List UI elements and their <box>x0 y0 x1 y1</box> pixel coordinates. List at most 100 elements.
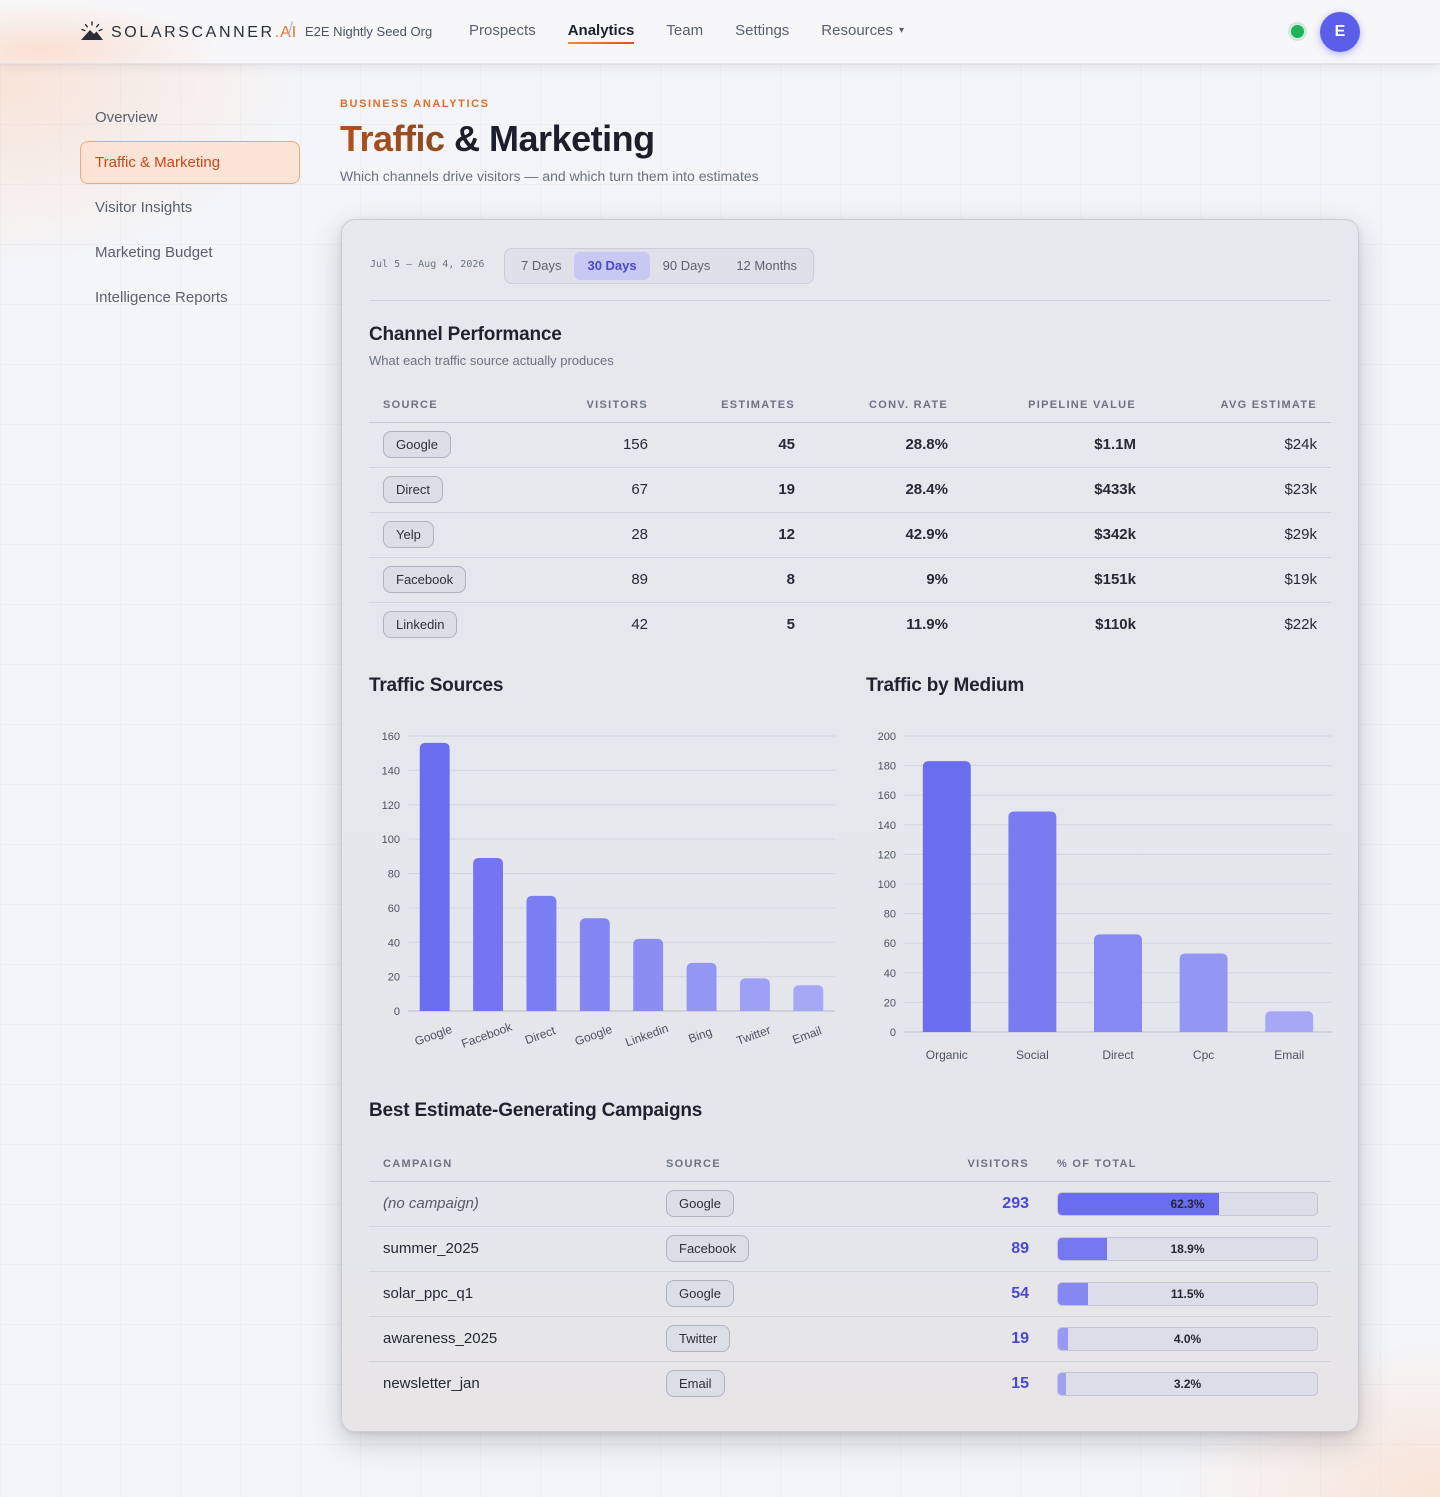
bar[interactable] <box>1008 811 1057 1032</box>
column-header[interactable]: % OF TOTAL <box>1043 1147 1331 1182</box>
main-nav: Prospects Analytics Team Settings Resour… <box>469 22 904 44</box>
source-chip: Google <box>666 1190 734 1217</box>
sidebar-item-overview[interactable]: Overview <box>95 109 158 126</box>
visitors-count: 89 <box>1011 1239 1029 1257</box>
nav-settings[interactable]: Settings <box>735 22 790 39</box>
bar[interactable] <box>579 918 610 1011</box>
nav-prospects[interactable]: Prospects <box>469 22 536 39</box>
x-tick-label: Bing <box>687 1025 714 1046</box>
range-tab-7-days[interactable]: 7 Days <box>521 258 562 273</box>
percent-label: 11.5% <box>1170 1286 1205 1301</box>
column-header[interactable]: SOURCE <box>369 388 549 423</box>
percent-label: 3.2% <box>1173 1376 1202 1391</box>
range-tab-90-days[interactable]: 90 Days <box>662 258 711 273</box>
avg-estimate-cell: $29k <box>1150 512 1331 558</box>
table-row[interactable]: Direct 67 19 28.4% $433k $23k <box>369 467 1331 513</box>
nav-resources[interactable]: Resources ▾ <box>821 22 904 39</box>
y-tick-label: 160 <box>382 731 400 743</box>
y-tick-label: 80 <box>388 869 400 881</box>
table-row[interactable]: awareness_2025 Twitter 19 4.0% <box>369 1316 1331 1362</box>
estimates-cell: 8 <box>662 557 809 603</box>
column-header[interactable]: CAMPAIGN <box>369 1147 652 1182</box>
channel-performance-subtitle: What each traffic source actually produc… <box>369 353 614 368</box>
nav-resources-label: Resources <box>821 22 893 39</box>
bar[interactable] <box>739 978 770 1011</box>
bar[interactable] <box>1179 953 1228 1032</box>
source-chip: Linkedin <box>383 611 458 639</box>
table-row[interactable]: Google 156 45 28.8% $1.1M $24k <box>369 422 1331 468</box>
table-row[interactable]: Facebook 89 8 9% $151k $19k <box>369 557 1331 603</box>
brand-name: SOLARSCANNER.AI <box>111 23 298 41</box>
table-row[interactable]: (no campaign) Google 293 62.3% <box>369 1181 1331 1227</box>
analytics-card: Jul 5 – Aug 4, 2026 7 Days 30 Days 90 Da… <box>341 219 1359 1432</box>
conversion-rate-cell: 9% <box>809 557 962 603</box>
visitors-cell: 28 <box>549 512 662 558</box>
column-header[interactable]: AVG ESTIMATE <box>1150 388 1331 423</box>
percent-bar-fill <box>1058 1282 1088 1305</box>
nav-analytics[interactable]: Analytics <box>567 22 635 44</box>
column-header[interactable]: SOURCE <box>652 1147 902 1182</box>
percent-bar-fill <box>1058 1327 1069 1350</box>
y-tick-label: 120 <box>878 849 896 861</box>
org-name[interactable]: E2E Nightly Seed Org <box>305 24 433 39</box>
user-avatar[interactable]: E <box>1320 12 1360 52</box>
estimates-cell: 45 <box>662 422 809 468</box>
visitors-cell: 67 <box>549 467 662 513</box>
nav-team[interactable]: Team <box>666 22 704 39</box>
table-row[interactable]: solar_ppc_q1 Google 54 11.5% <box>369 1271 1331 1317</box>
bar[interactable] <box>419 742 450 1011</box>
column-header[interactable]: PIPELINE VALUE <box>962 388 1150 423</box>
brand-logo[interactable]: SOLARSCANNER.AI <box>80 20 297 42</box>
x-tick-label: Email <box>790 1024 823 1047</box>
pipeline-value-cell: $151k <box>962 557 1150 603</box>
sidebar-item-visitor-insights[interactable]: Visitor Insights <box>95 199 193 216</box>
column-header[interactable]: VISITORS <box>902 1147 1043 1182</box>
y-tick-label: 140 <box>878 820 896 832</box>
channel-performance-table: SOURCE VISITORS ESTIMATES CONV. RATE PIP… <box>369 388 1331 647</box>
table-row[interactable]: summer_2025 Facebook 89 18.9% <box>369 1226 1331 1272</box>
table-row[interactable]: Linkedin 42 5 11.9% $110k $22k <box>369 602 1331 647</box>
x-tick-label: Direct <box>1102 1048 1134 1062</box>
campaigns-table: CAMPAIGN SOURCE VISITORS % OF TOTAL (no … <box>369 1147 1331 1406</box>
avg-estimate-cell: $19k <box>1150 557 1331 603</box>
bar[interactable] <box>1265 1011 1314 1032</box>
range-tab-30-days[interactable]: 30 Days <box>574 252 650 280</box>
pipeline-value-cell: $433k <box>962 467 1150 513</box>
bar[interactable] <box>686 962 717 1011</box>
sidebar-item-intelligence-reports[interactable]: Intelligence Reports <box>95 289 228 306</box>
sidebar-item-traffic-marketing[interactable]: Traffic & Marketing <box>80 141 300 184</box>
source-chip: Facebook <box>383 566 467 593</box>
visitors-count: 19 <box>1011 1329 1029 1347</box>
y-tick-label: 40 <box>884 968 896 980</box>
bar[interactable] <box>526 895 557 1011</box>
campaign-name: awareness_2025 <box>383 1330 498 1347</box>
column-header[interactable]: ESTIMATES <box>662 388 809 423</box>
percent-label: 62.3% <box>1170 1196 1205 1211</box>
conversion-rate-cell: 28.4% <box>809 467 962 513</box>
y-tick-label: 160 <box>878 790 896 802</box>
source-chip: Google <box>666 1280 734 1307</box>
avg-estimate-cell: $24k <box>1150 422 1331 468</box>
x-tick-label: Facebook <box>460 1019 515 1051</box>
column-header[interactable]: CONV. RATE <box>809 388 962 423</box>
bar[interactable] <box>922 761 971 1032</box>
estimates-cell: 5 <box>786 616 795 634</box>
y-tick-label: 200 <box>878 731 896 743</box>
range-tab-12-months[interactable]: 12 Months <box>736 258 798 273</box>
x-tick-label: Twitter <box>735 1023 773 1048</box>
bar[interactable] <box>633 938 664 1011</box>
y-tick-label: 100 <box>878 879 896 891</box>
sun-mountain-icon <box>81 21 103 40</box>
bar[interactable] <box>1094 934 1142 1032</box>
bar[interactable] <box>793 985 824 1011</box>
column-header[interactable]: VISITORS <box>549 388 662 423</box>
page-title-rest: & Marketing <box>444 118 655 159</box>
table-row[interactable]: Yelp 28 12 42.9% $342k $29k <box>369 512 1331 558</box>
visitors-count: 293 <box>1002 1194 1029 1212</box>
sidebar-item-marketing-budget[interactable]: Marketing Budget <box>95 244 213 261</box>
bar[interactable] <box>473 858 504 1011</box>
table-row[interactable]: newsletter_jan Email 15 3.2% <box>369 1361 1331 1406</box>
org-separator: / <box>288 19 294 39</box>
x-tick-label: Google <box>413 1022 454 1049</box>
y-tick-label: 20 <box>884 997 896 1009</box>
